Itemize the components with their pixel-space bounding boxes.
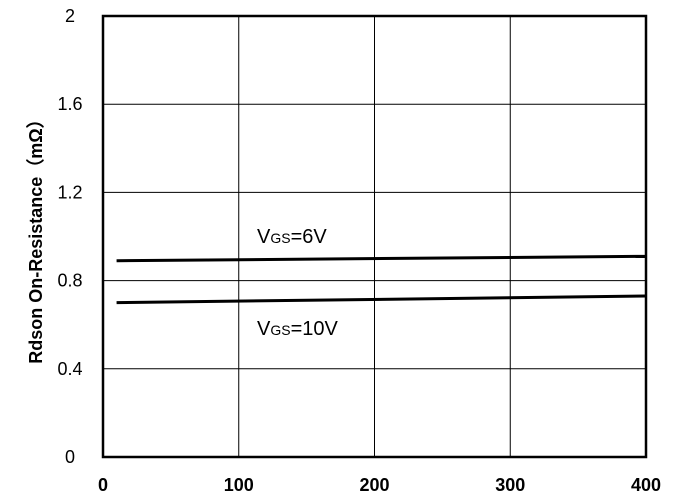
y-tick-label: 0: [65, 447, 75, 467]
y-tick-label: 1.6: [57, 94, 82, 114]
x-tick-label: 100: [224, 475, 254, 495]
annotation-vgs-6v-rest: =6V: [291, 226, 328, 248]
plot-frame: [101, 14, 648, 459]
grid: [102, 15, 647, 458]
annotation-vgs-10v-rest: =10V: [291, 318, 339, 340]
x-tick-labels: 0 100 200 300 400: [98, 475, 661, 495]
annotation-vgs-10v: VGS=10V: [257, 318, 339, 340]
annotation-vgs-10v-main: V: [257, 318, 271, 340]
x-tick-label: 300: [495, 475, 525, 495]
series-line-vgs-10v: [116, 294, 647, 305]
y-tick-label: 1.2: [57, 182, 82, 202]
y-tick-label: 2: [65, 6, 75, 26]
x-tick-label: 200: [359, 475, 389, 495]
y-axis-label: Rdson On-Resistance（mΩ）: [26, 110, 46, 363]
series-lines: [116, 254, 647, 305]
y-tick-labels: 0 0.4 0.8 1.2 1.6 2: [57, 6, 82, 467]
annotation-vgs-10v-sub: GS: [270, 322, 290, 338]
annotation-vgs-6v-main: V: [257, 226, 271, 248]
x-tick-label: 0: [98, 475, 108, 495]
x-tick-label: 400: [631, 475, 661, 495]
annotation-vgs-6v: VGS=6V: [257, 226, 327, 248]
annotation-vgs-6v-sub: GS: [270, 230, 290, 246]
y-tick-label: 0.4: [57, 359, 82, 379]
series-line-vgs-6v: [116, 254, 647, 263]
y-tick-label: 0.8: [57, 271, 82, 291]
